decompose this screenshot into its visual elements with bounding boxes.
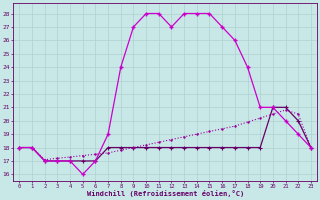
X-axis label: Windchill (Refroidissement éolien,°C): Windchill (Refroidissement éolien,°C) [86,190,244,197]
